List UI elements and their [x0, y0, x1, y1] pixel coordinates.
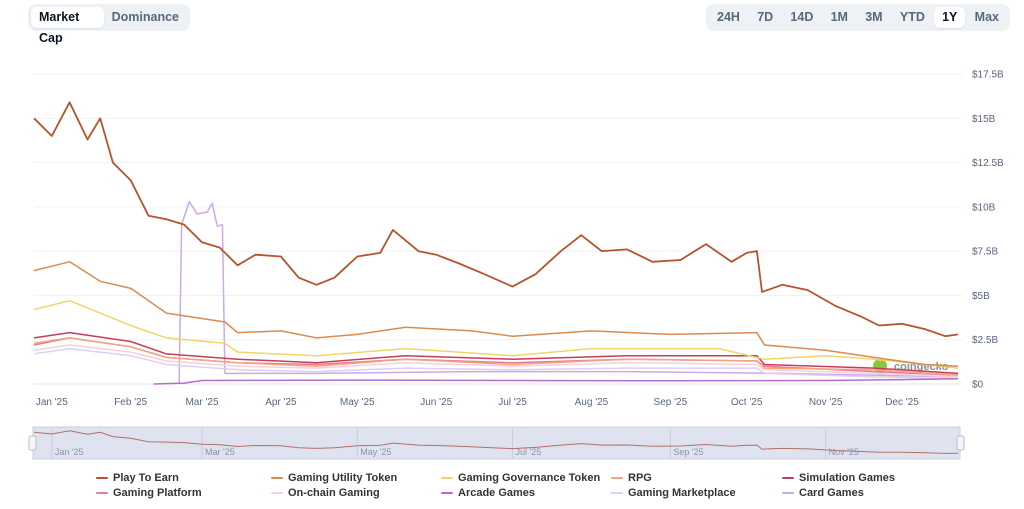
legend-swatch	[96, 477, 108, 479]
x-tick-label: Jul '25	[498, 397, 527, 408]
x-tick-label: Jan '25	[36, 397, 68, 408]
series-line-rpg[interactable]	[33, 337, 959, 376]
legend-label: On-chain Gaming	[288, 487, 380, 499]
legend-swatch	[96, 492, 108, 494]
x-tick-label: Jun '25	[420, 397, 452, 408]
y-tick-label: $2.5B	[972, 335, 998, 346]
navigator-series-line	[33, 430, 959, 454]
y-tick-label: $5B	[972, 291, 990, 302]
x-tick-label: May '25	[340, 397, 375, 408]
series-line-arcade-games[interactable]	[153, 377, 959, 385]
y-tick-label: $17.5B	[972, 70, 1004, 81]
legend-label: Gaming Marketplace	[628, 487, 736, 499]
x-tick-label: Aug '25	[575, 397, 609, 408]
y-tick-label: $15B	[972, 114, 996, 125]
legend-swatch	[271, 477, 283, 479]
navigator-tick-label: Jan '25	[55, 447, 84, 457]
range-7d[interactable]: 7D	[757, 10, 774, 24]
navigator-tick-label: Nov '25	[829, 447, 859, 457]
legend-swatch	[782, 492, 794, 494]
legend-swatch	[611, 477, 623, 479]
legend-item-play-to-earn[interactable]: Play To Earn	[96, 472, 179, 484]
legend-label: RPG	[628, 472, 652, 484]
navigator-tick-label: Mar '25	[205, 447, 235, 457]
market-cap-chart[interactable]: $0 $2.5B $5B $7.5B $10B $12.5B $15B $17.5B Jan …	[0, 0, 1024, 470]
legend-item-gaming-governance-token[interactable]: Gaming Governance Token	[441, 472, 600, 484]
navigator-selection[interactable]	[32, 426, 961, 460]
legend-label: Gaming Governance Token	[458, 472, 601, 484]
navigator-tick-label: Jul '25	[516, 447, 542, 457]
legend-item-rpg[interactable]: RPG	[611, 472, 652, 484]
x-tick-label: Dec '25	[885, 397, 919, 408]
x-tick-label: Feb '25	[114, 397, 147, 408]
legend-swatch	[782, 477, 794, 479]
legend-label: Gaming Utility Token	[288, 472, 398, 484]
range-1y[interactable]: 1Y	[934, 7, 966, 28]
legend-item-card-games[interactable]: Card Games	[782, 487, 864, 499]
range-1m[interactable]: 1M	[830, 10, 848, 24]
x-tick-label: Oct '25	[731, 397, 763, 408]
range-14d[interactable]: 14D	[790, 10, 814, 24]
legend-item-gaming-marketplace[interactable]: Gaming Marketplace	[611, 487, 736, 499]
legend-label: Gaming Platform	[113, 487, 202, 499]
series-line-gaming-marketplace[interactable]	[33, 347, 959, 380]
range-3m[interactable]: 3M	[865, 10, 883, 24]
legend-label: Play To Earn	[113, 472, 179, 484]
series-line-on-chain-gaming[interactable]	[33, 344, 959, 378]
legend-item-arcade-games[interactable]: Arcade Games	[441, 487, 535, 499]
x-tick-label: Nov '25	[809, 397, 843, 408]
x-tick-label: Sep '25	[654, 397, 688, 408]
y-tick-label: $7.5B	[972, 247, 998, 258]
navigator-right-handle[interactable]	[956, 435, 965, 451]
legend-label: Card Games	[799, 487, 864, 499]
legend-swatch	[441, 492, 453, 494]
series-line-card-games[interactable]	[178, 200, 959, 385]
navigator-tick-label: Sep '25	[673, 447, 703, 457]
series-line-gaming-utility-token[interactable]	[33, 261, 959, 368]
y-tick-label: $10B	[972, 202, 996, 213]
legend-item-simulation-games[interactable]: Simulation Games	[782, 472, 895, 484]
series-line-simulation-games[interactable]	[33, 331, 959, 375]
navigator-left-handle[interactable]	[28, 435, 37, 451]
tab-market-cap[interactable]: Market Cap	[31, 7, 104, 45]
series-line-play-to-earn[interactable]	[33, 101, 959, 338]
tab-dominance[interactable]: Dominance	[111, 10, 179, 24]
x-tick-label: Apr '25	[265, 397, 297, 408]
legend-swatch	[611, 492, 623, 494]
y-tick-label: $0	[972, 380, 984, 391]
series-line-gaming-governance-token[interactable]	[33, 299, 959, 369]
range-ytd[interactable]: YTD	[899, 10, 925, 24]
navigator-tick-label: May '25	[360, 447, 391, 457]
legend-label: Arcade Games	[458, 487, 536, 499]
legend-item-gaming-platform[interactable]: Gaming Platform	[96, 487, 202, 499]
range-24h[interactable]: 24H	[717, 10, 740, 24]
metric-toggle: Market Cap Dominance	[28, 4, 190, 45]
legend-swatch	[271, 492, 283, 494]
range-max[interactable]: Max	[974, 10, 999, 24]
y-tick-label: $12.5B	[972, 158, 1004, 169]
legend-item-on-chain-gaming[interactable]: On-chain Gaming	[271, 487, 380, 499]
range-selector: 24H 7D 14D 1M 3M YTD 1Y Max	[706, 4, 1010, 31]
navigator[interactable]: Jan '25 Mar '25 May '25 Jul '25 Sep '25 Nov '…	[28, 426, 965, 460]
x-tick-label: Mar '25	[185, 397, 218, 408]
legend-item-gaming-utility-token[interactable]: Gaming Utility Token	[271, 472, 397, 484]
legend-label: Simulation Games	[799, 472, 895, 484]
legend-swatch	[441, 477, 453, 479]
